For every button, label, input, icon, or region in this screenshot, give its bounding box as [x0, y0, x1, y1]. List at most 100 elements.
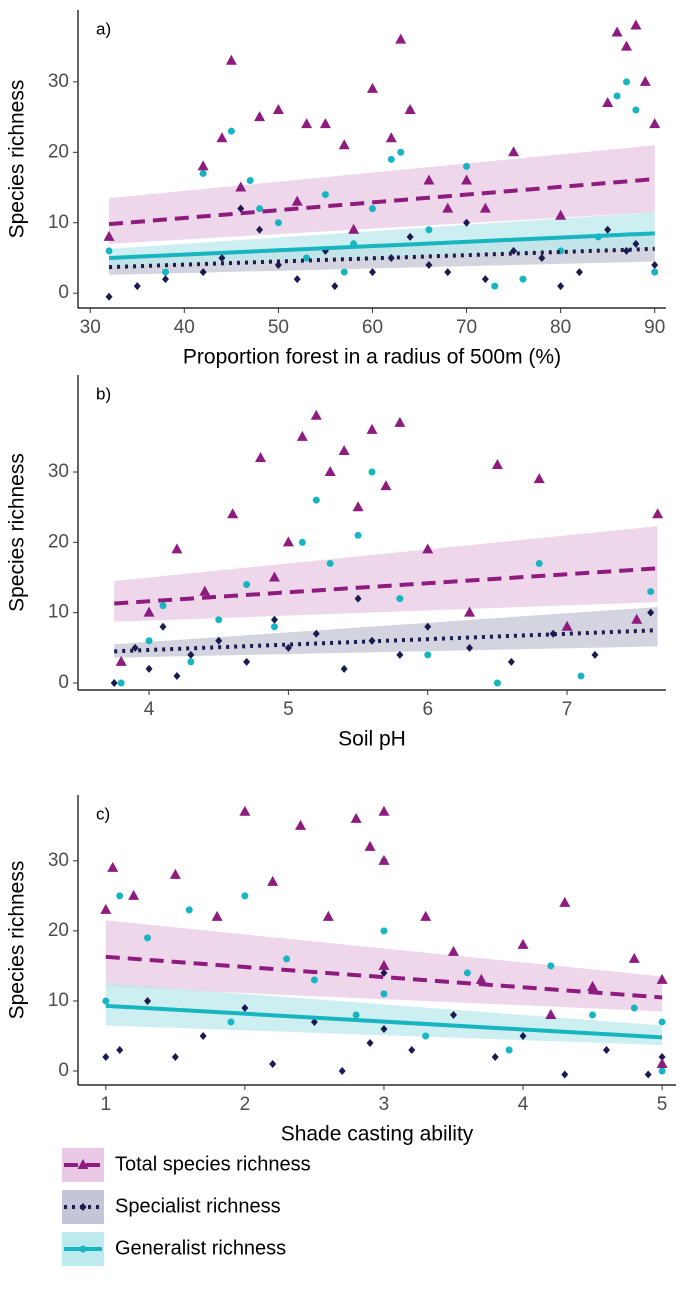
data-point	[243, 581, 251, 589]
data-point	[255, 451, 267, 462]
data-point	[291, 195, 303, 206]
data-point	[321, 191, 329, 199]
x-tick-label: 4	[144, 699, 155, 720]
data-point	[366, 82, 378, 93]
data-point	[296, 430, 308, 441]
data-point	[368, 468, 376, 476]
x-tick-label: 5	[283, 699, 294, 720]
data-point	[519, 1031, 527, 1040]
x-tick-label: 60	[362, 317, 383, 338]
data-point	[602, 96, 614, 107]
confidence-ribbon	[109, 145, 655, 244]
y-axis-title: Species richness	[6, 453, 29, 612]
data-point	[225, 54, 237, 65]
data-point	[145, 637, 153, 645]
data-point	[215, 636, 223, 645]
data-point	[348, 223, 360, 234]
data-point	[322, 910, 334, 921]
x-tick-label: 6	[422, 699, 433, 720]
data-point	[105, 247, 113, 255]
x-tick-label: 3	[379, 1094, 390, 1115]
data-point	[406, 232, 414, 241]
y-tick-label: 20	[48, 531, 69, 552]
y-tick-label: 0	[58, 1060, 69, 1081]
data-point	[310, 976, 318, 984]
data-point	[161, 268, 169, 276]
x-tick-label: 2	[240, 1094, 251, 1115]
data-point	[397, 148, 405, 156]
data-point	[256, 225, 264, 234]
data-point	[591, 650, 599, 659]
x-tick-label: 7	[562, 699, 573, 720]
data-point	[561, 1070, 569, 1079]
x-tick-label: 70	[456, 317, 477, 338]
data-point	[517, 938, 529, 949]
data-point	[491, 282, 499, 290]
data-point	[133, 282, 141, 291]
data-point	[505, 1046, 513, 1054]
data-point	[424, 622, 432, 631]
data-point	[404, 104, 416, 115]
data-point	[293, 275, 301, 284]
data-point	[613, 92, 621, 100]
fit-line	[108, 177, 655, 227]
data-point	[561, 620, 573, 631]
data-point	[647, 588, 655, 596]
data-point	[630, 19, 642, 30]
data-point	[227, 508, 239, 519]
y-tick-label: 30	[48, 850, 69, 871]
data-point	[352, 501, 364, 512]
data-point	[481, 275, 489, 284]
data-point	[239, 805, 251, 816]
data-point	[218, 253, 226, 262]
data-point	[110, 678, 118, 687]
data-point	[295, 819, 307, 830]
panel-label: a)	[96, 19, 111, 38]
x-tick-label: 80	[550, 317, 571, 338]
data-point	[215, 616, 223, 624]
data-point	[243, 657, 251, 666]
x-axis-title: Shade casting ability	[281, 1123, 474, 1146]
data-point	[422, 543, 434, 554]
data-point	[107, 861, 119, 872]
data-point	[420, 910, 432, 921]
data-point	[187, 650, 195, 659]
data-point	[199, 169, 207, 177]
data-point	[387, 155, 395, 163]
data-point	[100, 903, 112, 914]
fit-line	[108, 231, 655, 260]
data-point	[632, 239, 640, 248]
data-point	[364, 840, 376, 851]
data-point	[368, 205, 376, 213]
data-point	[493, 679, 501, 687]
data-point	[422, 1032, 430, 1040]
data-point	[340, 268, 348, 276]
data-point	[128, 889, 140, 900]
data-point	[338, 1066, 346, 1075]
data-point	[131, 643, 139, 652]
data-point	[632, 106, 640, 114]
data-point	[649, 118, 661, 129]
data-point	[102, 1052, 110, 1061]
data-point	[283, 955, 291, 963]
data-point	[161, 275, 169, 284]
data-point	[442, 202, 454, 213]
data-point	[425, 261, 433, 270]
legend-label: Total species richness	[115, 1153, 311, 1175]
data-point	[199, 268, 207, 277]
data-point	[396, 650, 404, 659]
data-point	[466, 643, 474, 652]
data-point	[622, 246, 630, 255]
data-point	[424, 651, 432, 659]
data-point	[274, 219, 282, 227]
data-point	[368, 268, 376, 277]
data-point	[577, 672, 585, 680]
data-point	[303, 254, 311, 262]
data-point	[647, 608, 655, 617]
data-point	[547, 962, 555, 970]
data-point	[235, 181, 247, 192]
data-point	[216, 132, 228, 143]
panel-label: b)	[96, 384, 111, 403]
data-point	[173, 671, 181, 680]
data-point	[658, 1018, 666, 1026]
